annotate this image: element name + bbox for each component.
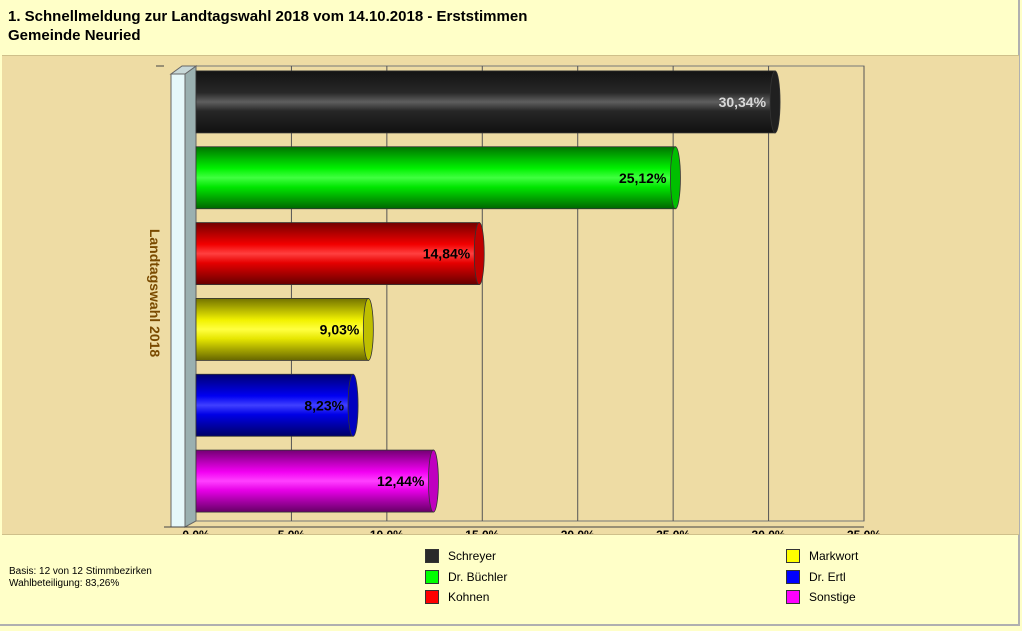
x-tick-label: 30,0% bbox=[752, 528, 786, 534]
bar-value-label: 25,12% bbox=[619, 170, 667, 186]
x-tick-label: 20,0% bbox=[561, 528, 595, 534]
legend-item: Dr. Büchler bbox=[425, 570, 507, 584]
bar-2 bbox=[195, 146, 676, 210]
legend-item: Schreyer bbox=[425, 549, 496, 563]
bar-chart: Landtagswahl 2018 30,34% 25,12% 14,84% 9,03%… bbox=[147, 65, 881, 534]
legend-item: Sonstige bbox=[786, 590, 856, 604]
legend-swatch bbox=[786, 549, 800, 563]
turnout-text: Wahlbeteiligung: 83,26% bbox=[9, 578, 120, 589]
axis-wall-top bbox=[169, 65, 198, 75]
legend-label: Dr. Büchler bbox=[448, 570, 508, 584]
plot-back-wall bbox=[195, 65, 865, 522]
footer-note: Basis: 12 von 12 Stimmbezirken Wahlbetei… bbox=[9, 566, 152, 590]
legend-swatch bbox=[425, 590, 439, 604]
chart-header: 1. Schnellmeldung zur Landtagswahl 2018 … bbox=[8, 7, 527, 45]
legend-label: Dr. Ertl bbox=[809, 570, 846, 584]
bar-value-label: 12,44% bbox=[377, 473, 425, 489]
legend-label: Markwort bbox=[809, 549, 859, 563]
x-tick-label: 5,0% bbox=[278, 528, 306, 534]
x-tick-label: 10,0% bbox=[370, 528, 404, 534]
bar-value-label: 9,03% bbox=[320, 321, 360, 337]
chart-subtitle: Gemeinde Neuried bbox=[8, 27, 141, 44]
legend-item: Markwort bbox=[786, 549, 858, 563]
bar-cap-5 bbox=[347, 373, 359, 437]
legend-item: Dr. Ertl bbox=[786, 570, 846, 584]
legend-label: Schreyer bbox=[448, 549, 497, 563]
bar-6 bbox=[195, 449, 434, 513]
bar-value-label: 8,23% bbox=[304, 397, 344, 413]
bar-4 bbox=[195, 298, 369, 361]
bar-cap-1 bbox=[769, 70, 781, 134]
x-tick-label: 15,0% bbox=[465, 528, 499, 534]
legend-item: Kohnen bbox=[425, 590, 489, 604]
axis-wall-side bbox=[184, 65, 197, 528]
bar-5 bbox=[195, 373, 354, 437]
legend-swatch bbox=[786, 570, 800, 584]
chart-title: 1. Schnellmeldung zur Landtagswahl 2018 … bbox=[8, 8, 528, 25]
axis-wall-front bbox=[170, 73, 186, 528]
bar-3 bbox=[195, 222, 480, 285]
bar-cap-6 bbox=[428, 449, 439, 513]
bar-cap-4 bbox=[362, 298, 374, 361]
legend-swatch bbox=[786, 590, 800, 604]
bar-cap-3 bbox=[473, 222, 485, 285]
bar-cap-2 bbox=[670, 146, 681, 210]
basis-text: Basis: 12 von 12 Stimmbezirken bbox=[9, 566, 152, 577]
x-tick-label: 35,0% bbox=[847, 528, 881, 534]
plot-area: Landtagswahl 2018 30,34% 25,12% 14,84% 9,03%… bbox=[2, 55, 1019, 535]
legend-swatch bbox=[425, 549, 439, 563]
bar-1 bbox=[195, 70, 776, 134]
legend-swatch bbox=[425, 570, 439, 584]
legend-label: Kohnen bbox=[448, 590, 490, 604]
category-axis-label: Landtagswahl 2018 bbox=[147, 229, 163, 358]
bar-value-label: 14,84% bbox=[423, 246, 471, 262]
x-tick-label: 0,0% bbox=[182, 528, 210, 534]
bar-value-label: 30,34% bbox=[719, 94, 767, 110]
x-tick-label: 25,0% bbox=[656, 528, 690, 534]
legend-label: Sonstige bbox=[809, 590, 856, 604]
